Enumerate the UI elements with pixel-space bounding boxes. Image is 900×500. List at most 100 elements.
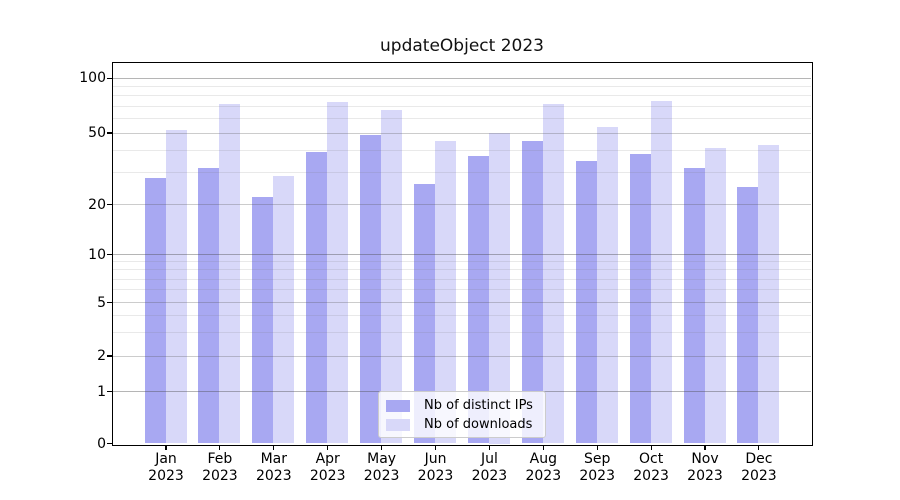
x-tick-month: Jun: [424, 451, 447, 467]
legend-swatch-distinct-ips: [386, 399, 410, 412]
bar-distinct-ips: [629, 154, 651, 444]
y-tick-label: 1: [97, 383, 106, 400]
gridline-minor: [113, 331, 811, 333]
bar-downloads: [165, 129, 187, 444]
bar-downloads: [381, 109, 403, 444]
gridline-minor: [113, 289, 811, 291]
x-tick-year: 2023: [741, 467, 777, 484]
bar-distinct-ips: [467, 156, 489, 444]
x-tick-year: 2023: [148, 467, 184, 484]
x-tick-year: 2023: [471, 467, 508, 484]
x-tick-label: Jul 2023: [459, 451, 519, 484]
gridline-major: [113, 77, 811, 79]
x-tick-label: Jun 2023: [406, 451, 466, 484]
y-tick-mark: [106, 390, 113, 393]
x-tick-label: Dec 2023: [729, 451, 789, 484]
x-tick-month: Jan: [155, 451, 177, 467]
x-tick-month: Apr: [315, 451, 340, 467]
bar-distinct-ips: [521, 141, 543, 444]
x-tick-label: Sep 2023: [567, 451, 627, 484]
x-tick-year: 2023: [255, 467, 292, 484]
bar-downloads: [327, 102, 349, 444]
gridline-major: [113, 254, 811, 255]
x-tick-year: 2023: [579, 467, 615, 484]
x-tick-mark: [381, 444, 383, 450]
gridline-minor: [113, 86, 811, 88]
x-tick-month: Oct: [638, 451, 664, 467]
y-tick-mark: [106, 355, 113, 357]
gridline-minor: [113, 261, 811, 263]
bar-downloads: [435, 141, 456, 444]
gridline-minor: [113, 149, 811, 151]
legend-label-distinct-ips: Nb of distinct IPs: [424, 398, 533, 413]
y-tick-mark: [106, 203, 113, 206]
y-tick-label: 10: [88, 246, 106, 263]
bar-downloads: [596, 126, 618, 444]
gridline-major: [113, 132, 811, 134]
x-tick-year: 2023: [687, 467, 723, 484]
bar-distinct-ips: [252, 197, 274, 444]
bar-downloads: [704, 148, 726, 444]
bar-downloads: [219, 104, 241, 444]
x-tick-label: Oct 2023: [621, 451, 681, 484]
legend-swatch-downloads: [386, 418, 410, 431]
x-tick-year: 2023: [525, 467, 562, 484]
chart-title: updateObject 2023: [380, 36, 544, 56]
bar-distinct-ips: [144, 178, 166, 444]
gridline-minor: [113, 105, 811, 107]
x-tick-year: 2023: [202, 467, 238, 484]
x-tick-year: 2023: [417, 467, 454, 484]
gridline-minor: [113, 118, 811, 120]
bar-distinct-ips: [575, 160, 597, 444]
x-tick-mark: [596, 444, 598, 450]
y-tick-mark: [106, 77, 113, 79]
gridline-minor: [113, 315, 811, 317]
x-tick-mark: [488, 444, 490, 450]
x-tick-month: Mar: [260, 451, 287, 467]
x-tick-mark: [327, 444, 329, 450]
x-tick-label: Apr 2023: [298, 451, 358, 484]
x-tick-month: Sep: [583, 451, 611, 467]
y-tick-mark: [106, 253, 113, 256]
gridline-major: [113, 302, 811, 303]
x-tick-mark: [704, 444, 706, 450]
legend: Nb of distinct IPs Nb of downloads: [378, 391, 546, 438]
x-tick-label: Jan 2023: [136, 451, 196, 484]
y-tick-mark: [106, 301, 113, 304]
legend-item-distinct-ips: Nb of distinct IPs: [386, 398, 537, 413]
legend-item-downloads: Nb of downloads: [386, 417, 537, 432]
bar-downloads: [542, 104, 564, 444]
y-tick-mark: [106, 442, 113, 445]
bar-downloads: [758, 144, 780, 444]
bar-distinct-ips: [737, 187, 759, 444]
y-tick-mark: [106, 132, 113, 134]
x-tick-mark: [165, 444, 167, 450]
bar-downloads: [488, 133, 510, 444]
bar-distinct-ips: [414, 184, 435, 444]
gridline-major: [113, 204, 811, 205]
x-tick-month: Nov: [691, 451, 719, 467]
bar-distinct-ips: [360, 134, 382, 444]
x-tick-mark: [542, 444, 544, 450]
x-tick-month: Jul: [480, 451, 498, 467]
bar-distinct-ips: [198, 167, 220, 444]
bar-downloads: [650, 101, 672, 444]
x-tick-month: Dec: [745, 451, 773, 467]
x-tick-label: Mar 2023: [244, 451, 304, 484]
gridline-minor: [113, 269, 811, 271]
x-tick-label: May 2023: [352, 451, 412, 484]
x-tick-mark: [650, 444, 652, 450]
y-tick-label: 2: [97, 348, 106, 364]
bar-distinct-ips: [306, 152, 328, 444]
bar-downloads: [273, 175, 295, 444]
gridline-minor: [113, 278, 811, 280]
x-tick-label: Aug 2023: [513, 451, 573, 484]
x-tick-label: Feb 2023: [190, 451, 250, 484]
gridline-minor: [113, 172, 811, 174]
y-tick-label: 0: [97, 435, 106, 452]
bar-distinct-ips: [683, 167, 705, 444]
y-tick-label: 20: [88, 196, 106, 213]
x-tick-mark: [434, 444, 437, 450]
gridline-minor: [113, 95, 811, 97]
